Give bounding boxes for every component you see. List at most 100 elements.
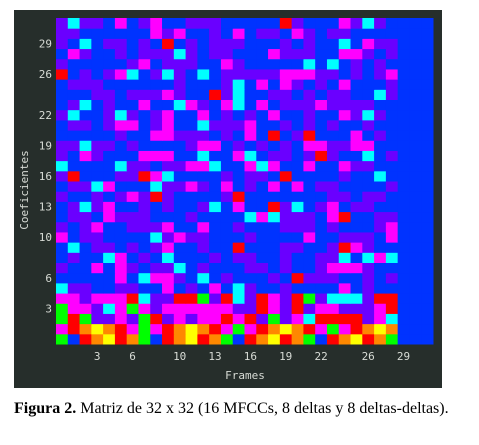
heatmap-cell — [385, 68, 399, 80]
heatmap-cell — [197, 272, 210, 284]
heatmap-cell — [232, 303, 245, 314]
heatmap-cell — [67, 211, 81, 223]
heatmap-cell — [185, 252, 198, 263]
heatmap-cell — [114, 323, 128, 335]
heatmap-cell — [126, 211, 139, 223]
heatmap-cell — [315, 109, 328, 121]
heatmap-cell — [220, 48, 234, 60]
heatmap-cell — [362, 130, 375, 141]
heatmap-cell — [197, 181, 210, 192]
heatmap-cell — [409, 99, 422, 111]
heatmap-cell — [279, 252, 293, 263]
heatmap-cell — [138, 303, 151, 314]
heatmap-cell — [162, 58, 175, 70]
heatmap-cell — [126, 293, 139, 304]
heatmap-cell — [279, 38, 293, 50]
heatmap-cell — [362, 89, 375, 100]
heatmap-cell — [126, 58, 139, 70]
heatmap-cell — [114, 109, 128, 121]
heatmap-cell — [67, 109, 81, 121]
heatmap-cell — [150, 242, 163, 253]
heatmap-cell — [385, 170, 399, 182]
heatmap-cell — [385, 58, 399, 70]
heatmap-cell — [91, 48, 104, 60]
heatmap-cell — [256, 181, 269, 192]
heatmap-cell — [56, 89, 69, 100]
heatmap-cell — [374, 140, 387, 151]
heatmap-cell — [374, 252, 387, 263]
heatmap-cell — [197, 282, 210, 294]
heatmap-cell — [326, 109, 340, 121]
heatmap-cell — [67, 18, 81, 29]
heatmap-cell — [315, 130, 328, 141]
heatmap-cell — [338, 140, 352, 151]
heatmap-cell — [91, 99, 104, 111]
heatmap-cell — [291, 313, 304, 325]
heatmap-cell — [232, 150, 245, 162]
heatmap-cell — [138, 191, 151, 202]
x-tick-label: 19 — [279, 350, 292, 363]
heatmap-cell — [220, 89, 234, 100]
heatmap-cell — [421, 231, 434, 243]
heatmap-cell — [362, 313, 375, 325]
heatmap-cell — [315, 150, 328, 162]
heatmap-cell — [209, 68, 222, 80]
heatmap-cell — [291, 231, 304, 243]
heatmap-cell — [138, 38, 151, 50]
heatmap-cell — [374, 262, 387, 274]
heatmap-cell — [268, 130, 281, 141]
heatmap-cell — [79, 79, 92, 90]
heatmap-cell — [409, 89, 422, 100]
heatmap-cell — [162, 282, 175, 294]
heatmap-cell — [385, 262, 399, 274]
heatmap-cell — [56, 272, 69, 284]
heatmap-cell — [409, 303, 422, 314]
heatmap-cell — [397, 79, 410, 90]
heatmap-cell — [162, 170, 175, 182]
heatmap-cell — [374, 119, 387, 131]
heatmap-cell — [338, 28, 352, 39]
heatmap-cell — [126, 242, 139, 253]
heatmap-cell — [409, 38, 422, 50]
heatmap-cell — [350, 333, 363, 345]
heatmap-cell — [138, 68, 151, 80]
heatmap-cell — [303, 170, 316, 182]
heatmap-cell — [421, 28, 434, 39]
x-axis-label: Frames — [225, 369, 265, 382]
heatmap-cell — [338, 231, 352, 243]
heatmap-cell — [350, 150, 363, 162]
heatmap-cell — [232, 313, 245, 325]
heatmap-cell — [56, 18, 69, 29]
heatmap-cell — [244, 89, 257, 100]
heatmap-cell — [279, 28, 293, 39]
heatmap-cell — [138, 18, 151, 29]
heatmap-cell — [114, 272, 128, 284]
heatmap-cell — [421, 221, 434, 233]
heatmap-cell — [209, 282, 222, 294]
heatmap-cell — [126, 28, 139, 39]
heatmap-cell — [350, 282, 363, 294]
heatmap-cell — [303, 313, 316, 325]
heatmap-cell — [56, 201, 69, 213]
heatmap-cell — [91, 282, 104, 294]
heatmap-cell — [67, 48, 81, 60]
heatmap-cell — [173, 313, 187, 325]
heatmap-cell — [244, 79, 257, 90]
heatmap-cell — [138, 211, 151, 223]
heatmap-cell — [67, 119, 81, 131]
heatmap-cell — [67, 272, 81, 284]
heatmap-cell — [374, 272, 387, 284]
heatmap-cell — [409, 181, 422, 192]
heatmap-cell — [79, 58, 92, 70]
heatmap-cell — [103, 231, 116, 243]
heatmap-cell — [79, 313, 92, 325]
heatmap-cell — [103, 191, 116, 202]
heatmap-cell — [385, 99, 399, 111]
heatmap-cell — [291, 28, 304, 39]
heatmap-cell — [256, 242, 269, 253]
heatmap-cell — [268, 119, 281, 131]
heatmap-cell — [385, 221, 399, 233]
heatmap-cell — [232, 89, 245, 100]
heatmap-cell — [338, 170, 352, 182]
heatmap-cell — [185, 303, 198, 314]
